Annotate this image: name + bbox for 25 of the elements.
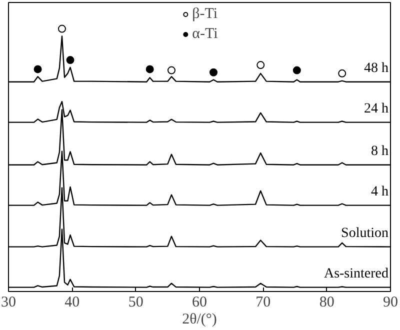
annotation: As-sintered bbox=[324, 266, 389, 282]
point bbox=[338, 69, 346, 78]
point bbox=[66, 56, 74, 64]
point bbox=[58, 24, 66, 33]
x-tick-label: 40 bbox=[64, 294, 80, 310]
x-axis-title: 2θ/(°) bbox=[182, 312, 217, 328]
x-tick-label: 50 bbox=[128, 294, 144, 310]
annotation: 4 h bbox=[371, 184, 388, 200]
point bbox=[292, 66, 301, 74]
x-tick-label: 90 bbox=[383, 294, 398, 310]
point bbox=[34, 65, 42, 74]
x-tick-label: 70 bbox=[256, 294, 271, 310]
x-tick-label: 60 bbox=[192, 294, 207, 310]
annotation: 24 h bbox=[364, 101, 388, 116]
legend-label: α-Ti bbox=[192, 25, 218, 43]
point bbox=[167, 66, 176, 74]
annotation: Solution bbox=[341, 226, 389, 241]
x-tick-label: 30 bbox=[1, 294, 16, 310]
point bbox=[146, 65, 154, 74]
annotation: 8 h bbox=[371, 144, 388, 159]
legend-label: β-Ti bbox=[192, 5, 218, 23]
point bbox=[256, 61, 265, 70]
x-tick-label: 80 bbox=[319, 294, 334, 310]
point bbox=[210, 68, 218, 76]
annotation: 48 h bbox=[364, 60, 388, 76]
